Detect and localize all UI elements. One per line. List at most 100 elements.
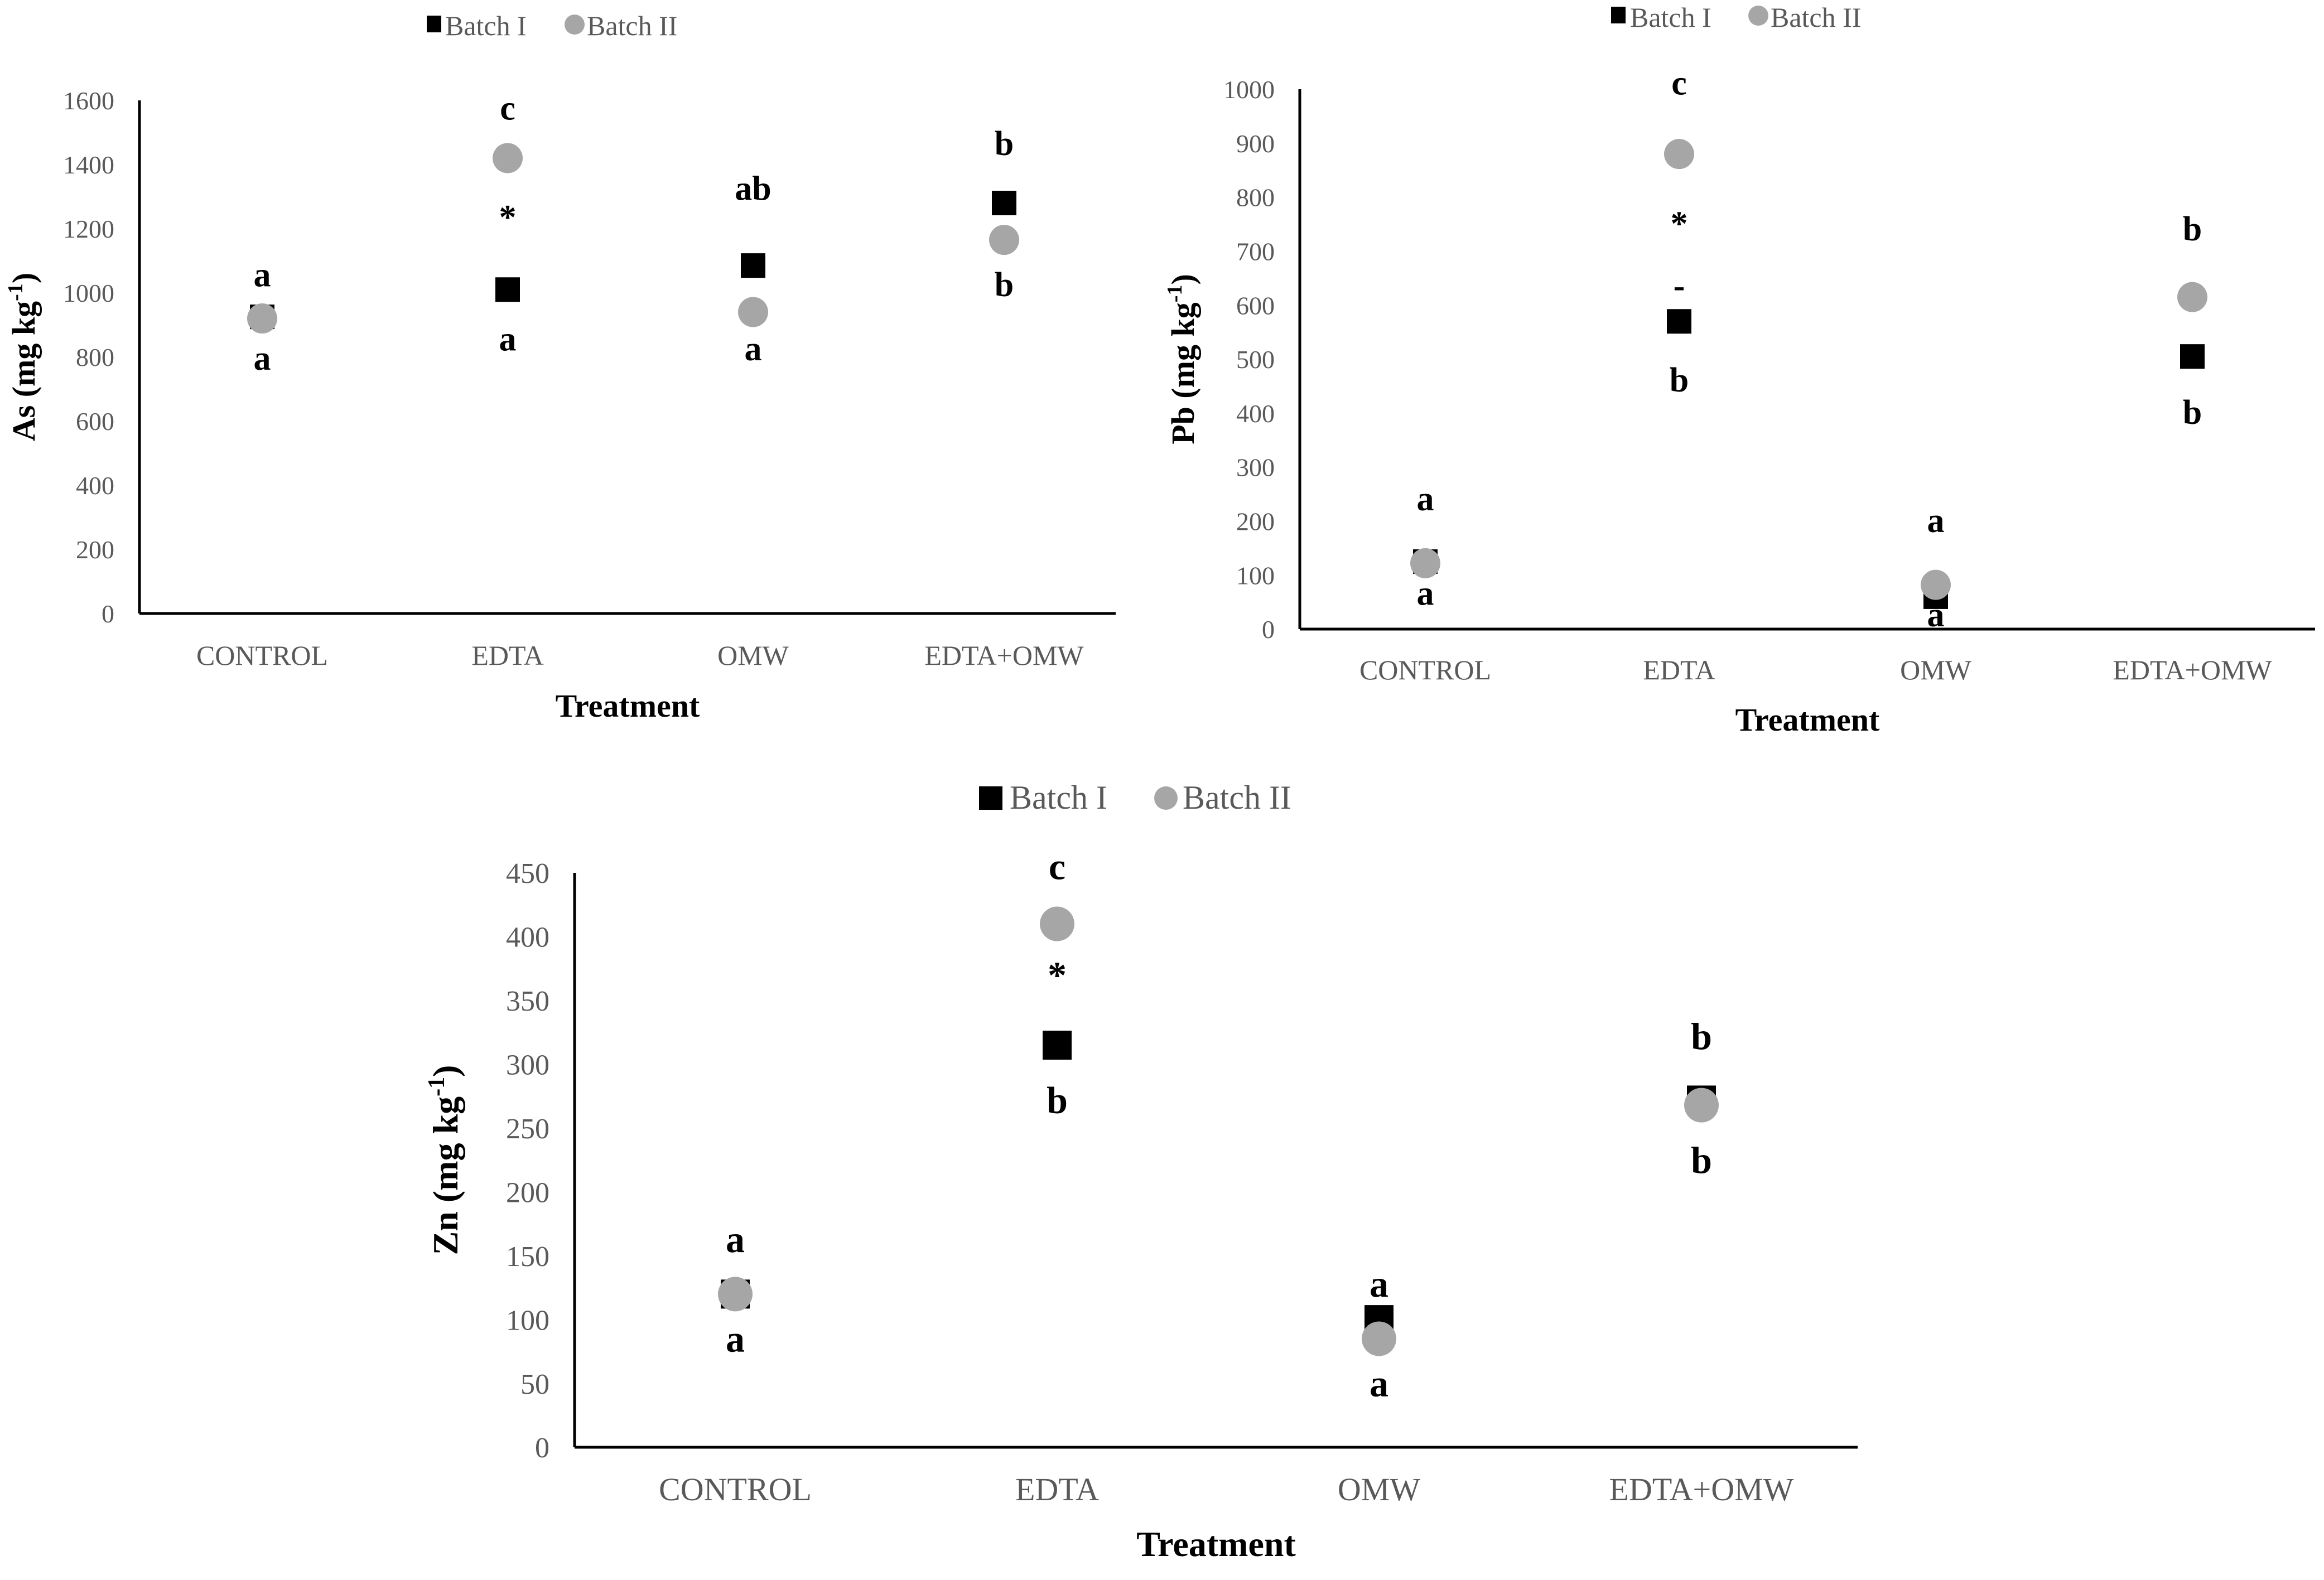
y-axis-label: Zn (mg kg-1) (424, 1065, 465, 1255)
legend: Batch I Batch II (979, 779, 1291, 816)
batch-ii-point (1362, 1321, 1396, 1356)
legend: Batch I Batch II (1611, 2, 1861, 33)
significance-annotation: b (1691, 1015, 1712, 1057)
significance-annotation: a (1927, 596, 1945, 634)
y-tick-label: 0 (102, 600, 114, 628)
y-axis-ticks: 0 50 100 150 200 250 300 350 400 450 (506, 858, 549, 1464)
significance-annotation: a (745, 330, 762, 368)
batch-i-point (741, 253, 765, 278)
x-axis-categories: CONTROL EDTA OMW EDTA+OMW (659, 1471, 1794, 1507)
significance-annotation: - (1674, 267, 1685, 305)
y-axis-label: Pb (mg kg-1) (1163, 274, 1201, 444)
batch-i-point (2180, 344, 2205, 369)
y-tick-label: 800 (1236, 183, 1275, 212)
significance-annotation: c (500, 90, 515, 128)
x-tick-label: CONTROL (1359, 654, 1491, 685)
legend: Batch I Batch II (427, 10, 677, 41)
data-points (247, 143, 1019, 334)
y-axis-label: As (mg kg-1) (4, 273, 42, 441)
batch-ii-point (718, 1277, 753, 1312)
legend-marker-batch-ii (1154, 786, 1178, 810)
batch-ii-point (2177, 282, 2207, 312)
y-tick-label: 150 (506, 1241, 549, 1273)
y-axis-ticks: 0 200 400 600 800 1000 1200 1400 1600 (63, 86, 114, 628)
significance-annotation: b (1047, 1079, 1068, 1121)
y-tick-label: 100 (1236, 561, 1275, 590)
significance-annotation: b (1670, 361, 1689, 399)
y-tick-label: 700 (1236, 238, 1275, 266)
significance-annotation: a (1927, 502, 1945, 540)
y-tick-label: 400 (506, 922, 549, 954)
legend-marker-batch-i (427, 16, 441, 32)
significance-annotation: b (995, 266, 1014, 304)
x-tick-label: EDTA+OMW (924, 640, 1084, 671)
legend-label-batch-ii: Batch II (1771, 2, 1861, 33)
batch-ii-point (493, 143, 523, 173)
y-tick-label: 200 (506, 1177, 549, 1209)
legend-label-batch-i: Batch I (1010, 779, 1107, 816)
legend-marker-batch-ii (565, 15, 585, 35)
significance-annotation: a (726, 1317, 745, 1360)
x-tick-label: OMW (1900, 654, 1972, 685)
batch-i-point (992, 191, 1016, 215)
significance-annotation: a (1370, 1263, 1388, 1305)
significance-annotation: c (1049, 845, 1065, 887)
pb-chart: Batch I Batch II 0 100 200 300 400 500 600 700 8… (1163, 2, 2315, 738)
y-axis-ticks: 0 100 200 300 400 500 600 700 800 900 1000 (1223, 75, 1275, 644)
y-tick-label: 500 (1236, 345, 1275, 374)
legend-label-batch-i: Batch I (445, 10, 527, 41)
x-tick-label: OMW (1338, 1471, 1420, 1507)
y-tick-label: 300 (1236, 453, 1275, 482)
x-tick-label: EDTA (1015, 1471, 1099, 1507)
data-points (1410, 139, 2207, 609)
significance-annotation: a (254, 340, 271, 378)
y-tick-label: 100 (506, 1304, 549, 1336)
y-tick-label: 0 (535, 1432, 549, 1464)
batch-ii-point (247, 303, 277, 334)
significance-annotation: b (995, 125, 1014, 163)
y-tick-label: 600 (1236, 291, 1275, 320)
y-tick-label: 1000 (63, 279, 114, 307)
batch-i-point (1043, 1031, 1072, 1060)
x-axis-categories: CONTROL EDTA OMW EDTA+OMW (1359, 654, 2272, 685)
batch-ii-point (1921, 569, 1951, 600)
y-tick-label: 450 (506, 858, 549, 890)
legend-label-batch-ii: Batch II (587, 10, 677, 41)
x-tick-label: CONTROL (196, 640, 328, 671)
y-tick-label: 900 (1236, 129, 1275, 158)
x-axis-label: Treatment (1735, 702, 1880, 738)
significance-letters: a a c * b a a b b (726, 845, 1712, 1404)
y-tick-label: 400 (76, 471, 114, 500)
y-tick-label: 200 (1236, 508, 1275, 536)
significance-annotation: c (1671, 65, 1687, 103)
data-points (718, 906, 1719, 1356)
y-tick-label: 0 (1262, 615, 1275, 644)
x-tick-label: OMW (717, 640, 789, 671)
batch-i-point (495, 277, 520, 302)
significance-annotation: a (499, 321, 517, 359)
y-tick-label: 1400 (63, 151, 114, 179)
significance-annotation: ab (735, 170, 771, 207)
significance-annotation: * (1671, 205, 1688, 243)
legend-label-batch-i: Batch I (1630, 2, 1711, 33)
batch-ii-point (738, 297, 768, 327)
x-axis-label: Treatment (556, 688, 700, 724)
y-tick-label: 400 (1236, 399, 1275, 428)
batch-ii-point (1684, 1088, 1719, 1123)
legend-label-batch-ii: Batch II (1183, 779, 1291, 816)
legend-marker-batch-i (1611, 7, 1626, 23)
zn-chart: Batch I Batch II 0 50 100 150 200 250 300 350 40… (424, 779, 1858, 1564)
batch-ii-point (1410, 548, 1440, 578)
x-tick-label: CONTROL (659, 1471, 812, 1507)
y-tick-label: 50 (520, 1369, 549, 1400)
y-tick-label: 1200 (63, 215, 114, 243)
y-tick-label: 200 (76, 535, 114, 564)
significance-letters: a a c * - b a a b b (1417, 65, 2202, 634)
y-tick-label: 300 (506, 1050, 549, 1081)
y-tick-label: 800 (76, 343, 114, 371)
batch-ii-point (1664, 139, 1694, 170)
significance-annotation: b (2183, 394, 2202, 432)
batch-i-point (1667, 309, 1691, 334)
y-tick-label: 600 (76, 407, 114, 436)
